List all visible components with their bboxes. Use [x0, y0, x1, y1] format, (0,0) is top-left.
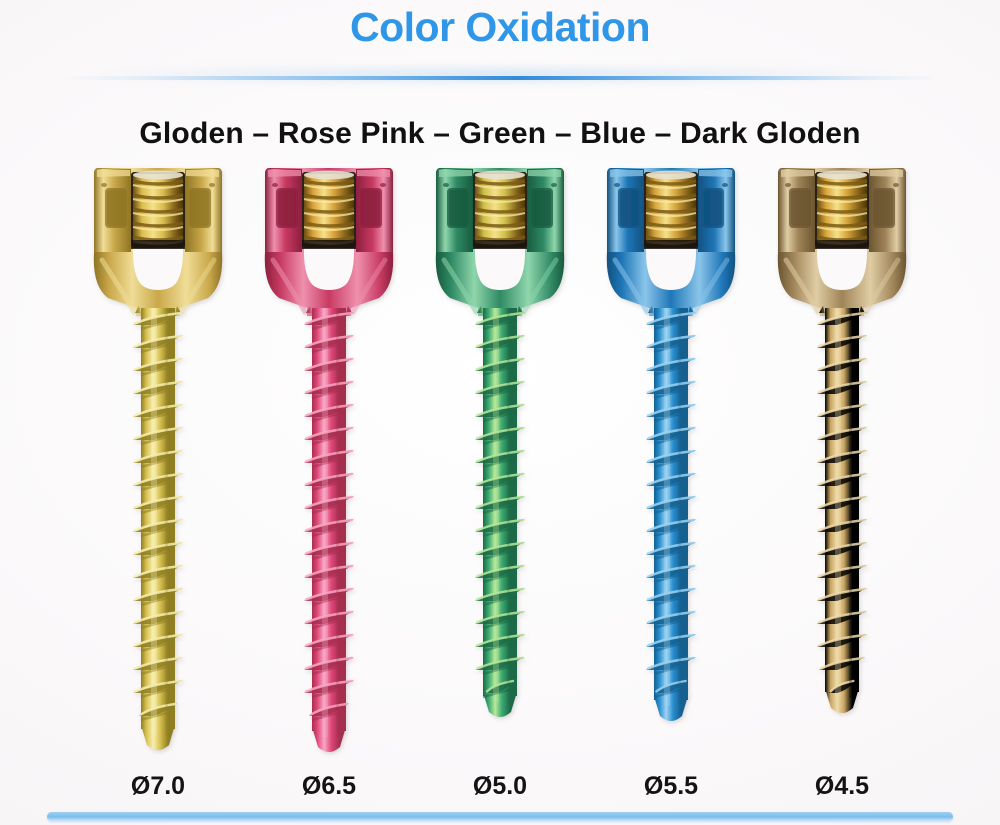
pedicle-screw-gloden [63, 160, 253, 760]
size-label-4: Ø4.5 [814, 772, 870, 800]
screw-gallery [0, 160, 1000, 760]
bottom-accent-bar [47, 812, 953, 821]
size-label-1: Ø6.5 [301, 772, 357, 800]
size-label-0: Ø7.0 [130, 772, 186, 800]
size-label-row: Ø7.0 Ø6.5 Ø5.0 Ø5.5 Ø4.5 [0, 772, 1000, 806]
page-title: Color Oxidation [350, 4, 651, 50]
size-label-3: Ø5.5 [643, 772, 699, 800]
pedicle-screw-rose-pink [234, 160, 424, 760]
pedicle-screw-green [405, 160, 595, 760]
size-label-2: Ø5.0 [472, 772, 528, 800]
pedicle-screw-blue [576, 160, 766, 760]
title-divider [58, 76, 942, 80]
color-list-subtitle: Gloden – Rose Pink – Green – Blue – Dark… [139, 117, 861, 150]
pedicle-screw-dark-gloden [747, 160, 937, 760]
